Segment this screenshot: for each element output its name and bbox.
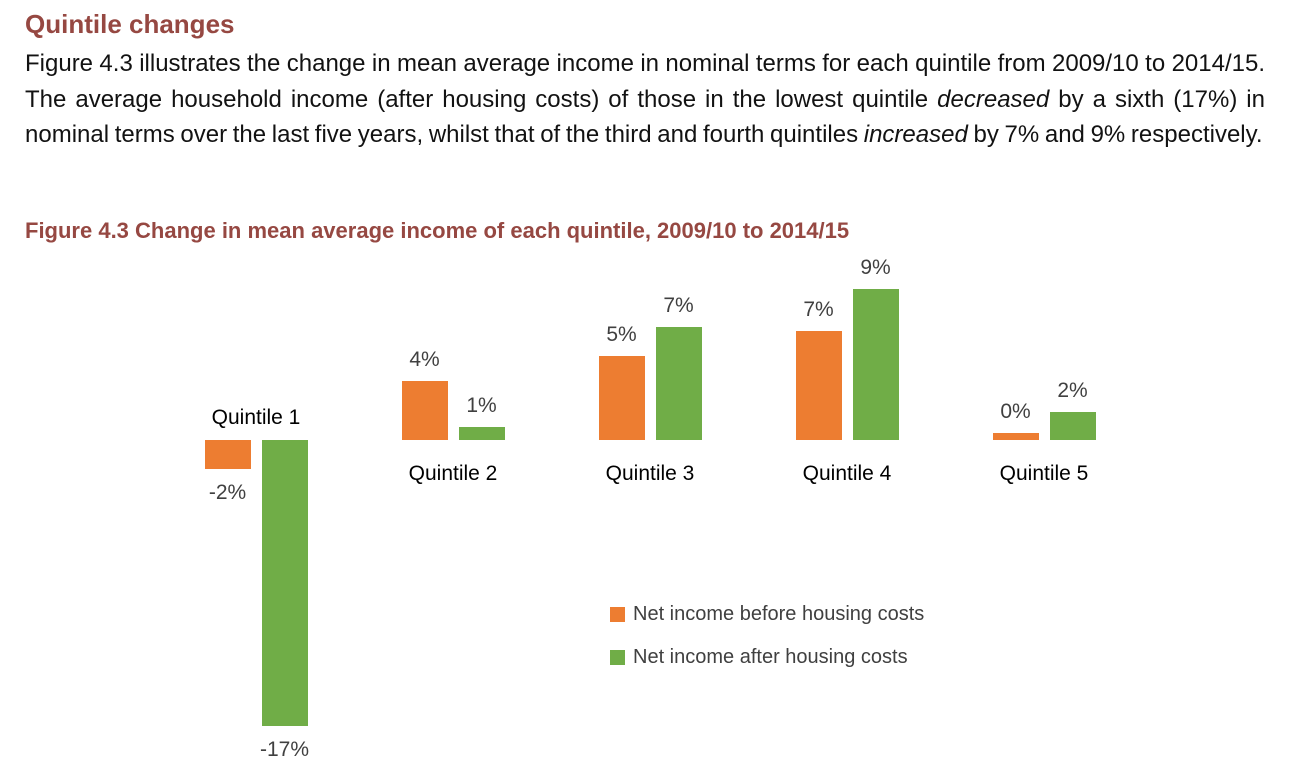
bar-after-housing-costs [852,288,899,440]
category-label: Quintile 5 [999,462,1089,485]
category-label: Quintile 4 [802,462,892,485]
bar-after-housing-costs [458,427,505,440]
paragraph-text: by 7% and 9% respectively. [967,121,1263,148]
category-label: Quintile 2 [408,462,498,485]
bar-before-housing-costs [598,356,645,440]
data-label: 1% [466,394,497,418]
legend-item: Net income after housing costs [610,646,924,668]
data-label: 7% [663,294,694,318]
emphasis-text: decreased [937,85,1050,113]
bar-after-housing-costs [655,327,702,440]
data-label: 4% [409,348,440,372]
legend-label: Net income after housing costs [633,645,908,668]
data-label: 5% [606,323,637,346]
legend-swatch-icon [610,606,625,622]
paragraph-text: Figure 4.3 illustrates the change in mea… [25,50,1265,113]
category-label: Quintile 1 [211,406,301,429]
bar-before-housing-costs [795,330,842,440]
bar-before-housing-costs [204,440,251,469]
figure-caption: Figure 4.3 Change in mean average income… [25,218,850,243]
data-label: 9% [860,255,891,279]
bar-before-housing-costs [401,381,448,440]
data-label: -17% [259,737,310,761]
data-label: 2% [1057,379,1088,403]
section-heading: Quintile changes [25,9,235,39]
legend-label: Net income before housing costs [633,602,925,625]
paragraph-text: by a sixth (17%) in nominal terms over t… [25,85,1265,149]
data-label: 7% [803,297,834,321]
bar-chart: Net income before housing costs Net incom… [0,250,1292,782]
legend-item: Net income before housing costs [610,603,924,625]
category-label: Quintile 3 [605,462,695,485]
bar-before-housing-costs [992,433,1039,440]
chart-legend: Net income before housing costs Net incom… [610,603,924,689]
bar-after-housing-costs [1049,412,1096,440]
legend-swatch-icon [610,649,625,665]
bar-after-housing-costs [261,440,308,726]
body-paragraph: Figure 4.3 illustrates the change in mea… [25,46,1265,153]
data-label: 0% [1000,400,1031,424]
data-label: -2% [208,480,247,504]
emphasis-text: increased [863,121,968,148]
